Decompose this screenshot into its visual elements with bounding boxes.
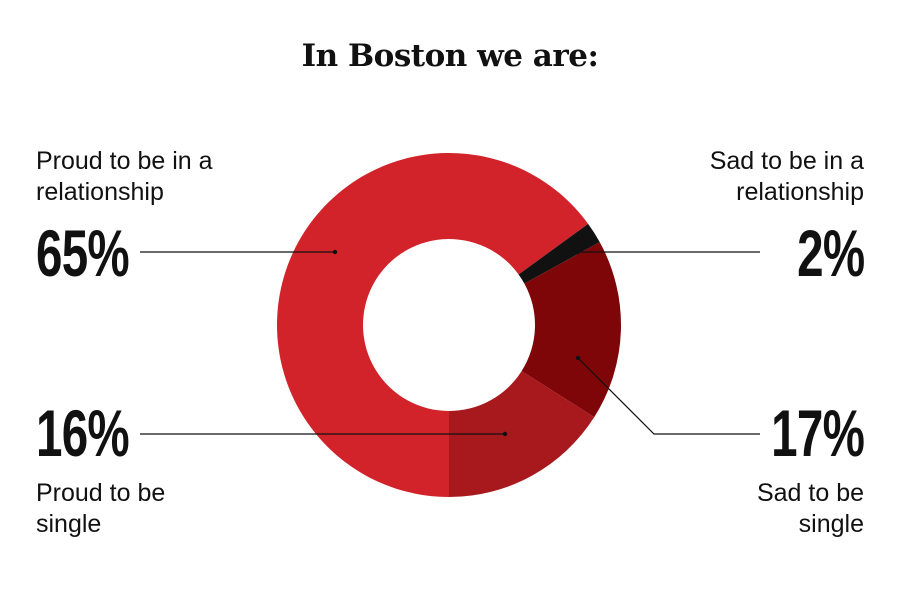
slice-proud-single — [449, 371, 595, 497]
label-sad-single: Sad to be single — [756, 479, 864, 538]
slice-proud-relationship — [277, 153, 589, 498]
pct-sad-relationship: 2% — [796, 216, 865, 290]
pct-sad-single: 17% — [771, 396, 865, 470]
label-sad-relationship: Sad to be in a relationship — [709, 147, 864, 206]
pct-proud-relationship: 65% — [36, 216, 130, 290]
leader-proud-relationship-dot — [332, 249, 338, 255]
label-proud-single: Proud to be single — [36, 479, 166, 538]
leader-sad-single — [577, 357, 760, 435]
pct-proud-single: 16% — [36, 396, 130, 470]
leader-sad-relationship-dot — [575, 249, 581, 255]
chart-title: In Boston we are: — [301, 38, 599, 74]
leader-proud-single-dot — [502, 431, 508, 437]
label-proud-relationship: Proud to be in a relationship — [36, 147, 213, 206]
leader-sad-single-dot — [575, 355, 581, 361]
slice-sad-relationship — [518, 223, 600, 284]
slice-sad-single — [521, 242, 621, 418]
